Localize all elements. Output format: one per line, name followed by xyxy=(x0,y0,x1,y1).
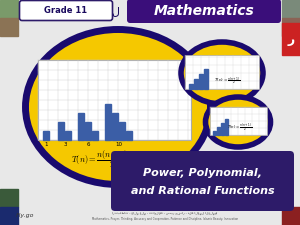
Bar xyxy=(189,84,193,89)
FancyBboxPatch shape xyxy=(20,0,112,20)
Bar xyxy=(58,122,64,140)
Bar xyxy=(105,104,111,140)
Text: ﺭ: ﺭ xyxy=(287,32,295,45)
Ellipse shape xyxy=(181,42,263,104)
Bar xyxy=(282,18,300,36)
Text: 1: 1 xyxy=(45,142,48,147)
FancyBboxPatch shape xyxy=(127,0,281,23)
Text: 10: 10 xyxy=(116,142,122,147)
Text: Fly.go: Fly.go xyxy=(16,212,34,218)
Text: Mathematics, Prayer, Thinking, Accuracy and Cooperation, Patience and Discipline: Mathematics, Prayer, Thinking, Accuracy … xyxy=(92,217,238,221)
Text: ارتباطات - عالم علم - تداولية - صبر وفكر - دقة العمل العلمي: ارتباطات - عالم علم - تداولية - صبر وفكر… xyxy=(112,211,218,215)
Bar xyxy=(119,122,125,140)
Bar xyxy=(0,0,18,18)
Bar xyxy=(217,127,220,135)
Bar xyxy=(199,74,203,89)
Bar xyxy=(225,119,228,135)
Text: $T(n) = \dfrac{n(n+1)}{2}$: $T(n) = \dfrac{n(n+1)}{2}$ xyxy=(71,148,129,170)
Text: 6: 6 xyxy=(87,142,90,147)
Bar xyxy=(78,113,84,140)
Text: $T(n)=\frac{n(n+1)}{2}$: $T(n)=\frac{n(n+1)}{2}$ xyxy=(227,122,253,134)
Bar xyxy=(185,55,259,89)
Ellipse shape xyxy=(26,29,211,184)
Bar xyxy=(204,69,208,89)
Bar xyxy=(194,79,198,89)
Text: 3: 3 xyxy=(63,142,67,147)
Bar xyxy=(0,207,18,225)
Bar xyxy=(0,18,18,36)
Bar xyxy=(126,131,132,140)
Text: Mathematics: Mathematics xyxy=(154,4,254,18)
Text: and Rational Functions: and Rational Functions xyxy=(131,186,274,196)
Ellipse shape xyxy=(206,97,271,147)
Bar xyxy=(112,113,118,140)
Bar xyxy=(213,131,216,135)
FancyBboxPatch shape xyxy=(111,151,294,211)
Text: $T(n)=\frac{n(n+1)}{2}$: $T(n)=\frac{n(n+1)}{2}$ xyxy=(214,75,240,87)
Bar xyxy=(282,23,300,55)
Text: Power, Polynomial,: Power, Polynomial, xyxy=(143,168,262,178)
Bar xyxy=(65,131,71,140)
Text: Grade 11: Grade 11 xyxy=(44,6,88,15)
Bar xyxy=(0,189,18,207)
Text: ﻝ: ﻝ xyxy=(111,6,119,16)
Bar xyxy=(85,122,91,140)
Bar xyxy=(43,131,49,140)
Bar xyxy=(221,123,224,135)
Bar xyxy=(282,207,300,225)
Bar xyxy=(210,107,267,135)
Bar xyxy=(38,60,191,140)
Bar xyxy=(92,131,98,140)
Bar xyxy=(282,0,300,18)
